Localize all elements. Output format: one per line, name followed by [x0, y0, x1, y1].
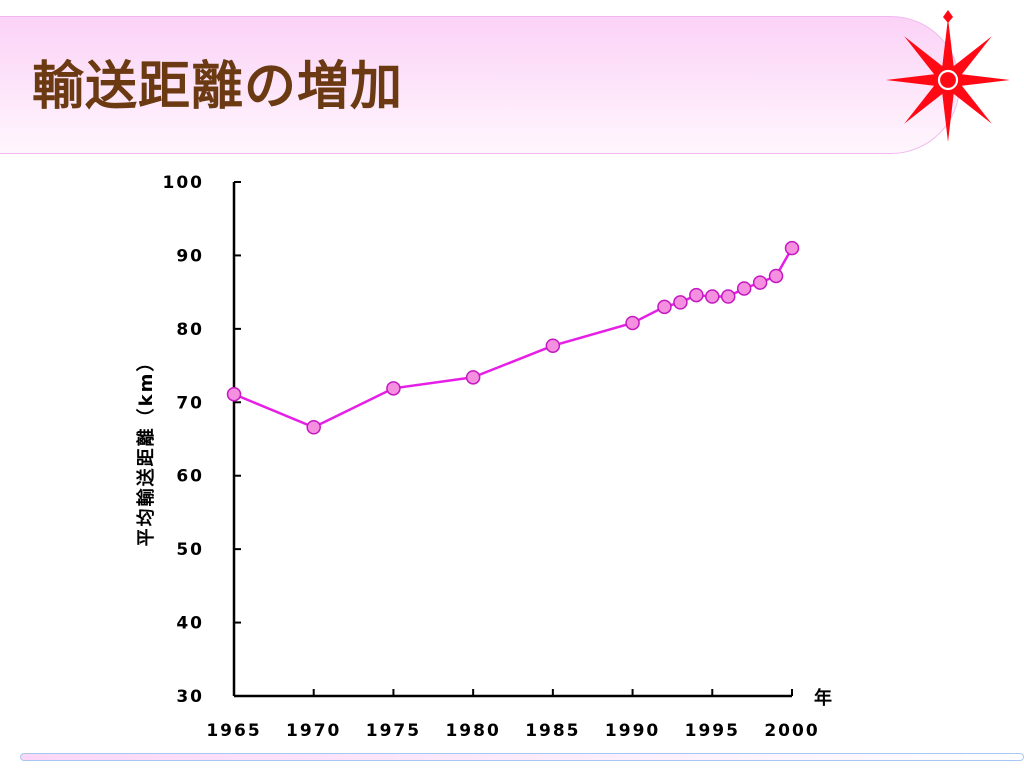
x-tick-label: 1980	[445, 721, 500, 741]
y-tick-label: 30	[176, 687, 204, 707]
x-tick-label: 1985	[525, 721, 580, 741]
x-tick-label: 1965	[206, 721, 261, 741]
y-tick-label: 80	[176, 320, 204, 340]
y-tick-label: 70	[176, 393, 204, 413]
data-point	[657, 299, 672, 315]
title-banner	[0, 16, 960, 154]
x-tick-label: 2000	[764, 721, 819, 741]
compass-icon	[886, 10, 1010, 142]
y-axis-title: 平均輸送距離（km）	[135, 352, 157, 547]
data-point	[545, 338, 561, 353]
data-point	[752, 275, 768, 290]
data-point	[705, 289, 720, 304]
data-point	[736, 281, 752, 296]
y-tick-label: 60	[176, 467, 204, 487]
x-tick-label: 1970	[286, 721, 341, 741]
series-line	[233, 247, 794, 429]
x-tick-label: 1975	[366, 721, 421, 741]
y-tick-label: 100	[163, 173, 205, 193]
data-point	[465, 370, 481, 385]
x-tick-label: 1995	[685, 721, 740, 741]
data-point	[386, 381, 401, 396]
x-ticks: 1965 1970 1975 1980 1985 1990 1995 2000	[206, 689, 819, 741]
data-point	[226, 386, 242, 402]
y-tick-label: 40	[176, 614, 204, 634]
footer-bar	[20, 753, 1024, 761]
data-point	[784, 240, 800, 256]
data-points	[226, 240, 800, 435]
data-point	[625, 315, 640, 331]
y-tick-label: 90	[176, 246, 204, 266]
data-point	[673, 295, 688, 310]
x-tick-label: 1990	[605, 721, 660, 741]
x-axis-title: 年	[814, 687, 832, 709]
data-point	[768, 268, 784, 284]
data-point	[306, 420, 321, 435]
data-point	[689, 287, 704, 303]
y-ticks: 30 40 50 60 70 80 90 100	[163, 173, 241, 707]
slide-title: 輸送距離の増加	[32, 57, 404, 117]
data-point	[720, 289, 736, 304]
y-tick-label: 50	[176, 540, 204, 560]
